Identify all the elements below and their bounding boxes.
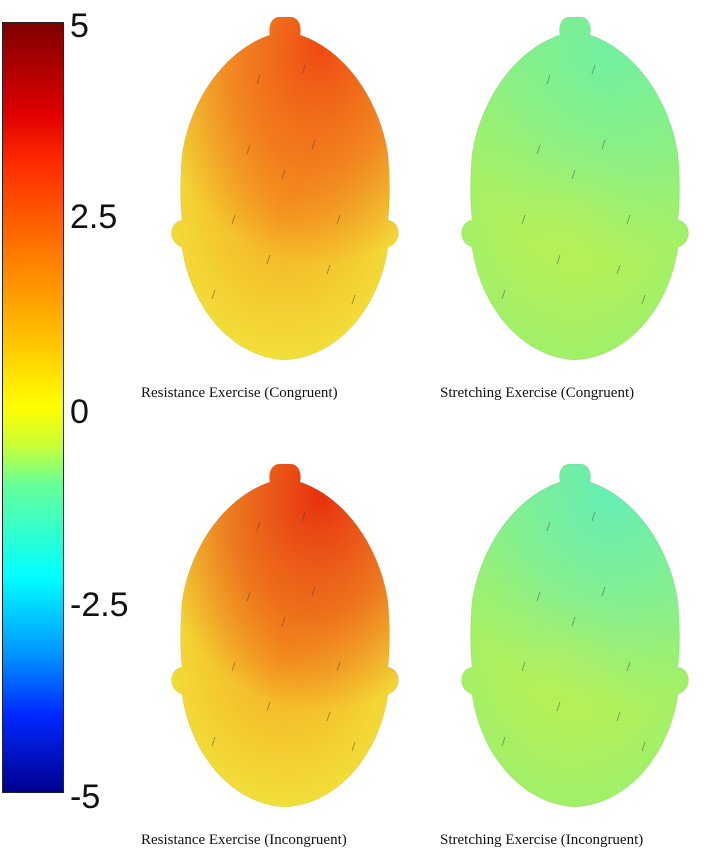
electrode-mark xyxy=(211,289,216,300)
head-outline xyxy=(171,463,399,808)
electrode-mark xyxy=(256,74,261,85)
head-scalp-fill xyxy=(461,17,689,360)
head-map-stretching-incongruent xyxy=(430,452,720,812)
colorbar-tick-high: 2.5 xyxy=(70,198,118,236)
electrode-mark xyxy=(556,701,561,712)
electrode-mark xyxy=(326,711,331,722)
electrode-mark xyxy=(326,264,331,275)
electrode-mark xyxy=(571,169,576,180)
electrode-mark xyxy=(521,661,526,672)
head-scalp-fill xyxy=(171,17,399,360)
electrode-mark xyxy=(301,64,306,75)
colorbar-tick-max: 5 xyxy=(70,7,89,45)
electrode-mark xyxy=(626,661,631,672)
head-map-resistance-incongruent xyxy=(140,452,430,812)
electrode-mark xyxy=(246,144,251,155)
electrode-mark xyxy=(351,741,356,752)
electrode-mark xyxy=(231,661,236,672)
head-outline xyxy=(461,463,689,808)
electrode-mark xyxy=(591,64,596,75)
electrode-mark xyxy=(336,214,341,225)
head-outline xyxy=(461,16,689,361)
electrode-mark xyxy=(601,586,606,597)
electrode-mark xyxy=(601,139,606,150)
electrode-mark xyxy=(256,521,261,532)
caption-stretching-incongruent: Stretching Exercise (Incongruent) xyxy=(440,832,644,848)
electrode-mark xyxy=(266,254,271,265)
electrode-mark xyxy=(231,214,236,225)
colorbar-tick-zero: 0 xyxy=(70,393,89,431)
electrode-mark xyxy=(536,591,541,602)
head-map-svg xyxy=(171,16,399,361)
electrode-mark xyxy=(546,74,551,85)
electrode-mark xyxy=(591,511,596,522)
electrode-mark xyxy=(521,214,526,225)
head-map-stretching-congruent xyxy=(430,5,720,365)
electrode-mark xyxy=(301,511,306,522)
electrode-mark xyxy=(336,661,341,672)
head-map-svg xyxy=(461,463,689,808)
electrode-mark xyxy=(556,254,561,265)
electrode-mark xyxy=(311,586,316,597)
electrode-mark xyxy=(266,701,271,712)
electrode-mark xyxy=(501,289,506,300)
electrode-mark xyxy=(616,711,621,722)
electrode-mark xyxy=(616,264,621,275)
electrode-mark xyxy=(641,294,646,305)
electrode-mark xyxy=(211,736,216,747)
head-map-resistance-congruent xyxy=(140,5,430,365)
caption-resistance-incongruent: Resistance Exercise (Incongruent) xyxy=(141,832,347,848)
electrode-mark xyxy=(351,294,356,305)
head-scalp-fill xyxy=(171,464,399,807)
electrode-mark xyxy=(281,169,286,180)
colorbar xyxy=(2,22,64,793)
colorbar-tick-min: -5 xyxy=(70,778,101,816)
electrode-mark xyxy=(246,591,251,602)
head-map-svg xyxy=(171,463,399,808)
electrode-mark xyxy=(311,139,316,150)
electrode-mark xyxy=(546,521,551,532)
head-map-svg xyxy=(461,16,689,361)
electrode-mark xyxy=(281,616,286,627)
caption-stretching-congruent: Stretching Exercise (Congruent) xyxy=(440,385,635,401)
head-outline xyxy=(171,16,399,361)
electrode-mark xyxy=(536,144,541,155)
electrode-mark xyxy=(641,741,646,752)
electrode-mark xyxy=(626,214,631,225)
caption-resistance-congruent: Resistance Exercise (Congruent) xyxy=(141,385,338,401)
electrode-mark xyxy=(571,616,576,627)
colorbar-tick-low: -2.5 xyxy=(70,586,129,624)
head-scalp-fill xyxy=(461,464,689,807)
electrode-mark xyxy=(501,736,506,747)
